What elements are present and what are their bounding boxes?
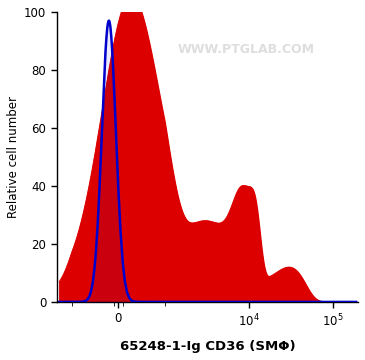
Text: WWW.PTGLAB.COM: WWW.PTGLAB.COM: [178, 43, 315, 56]
X-axis label: 65248-1-Ig CD36 (SMΦ): 65248-1-Ig CD36 (SMΦ): [120, 340, 295, 353]
Y-axis label: Relative cell number: Relative cell number: [7, 96, 20, 218]
